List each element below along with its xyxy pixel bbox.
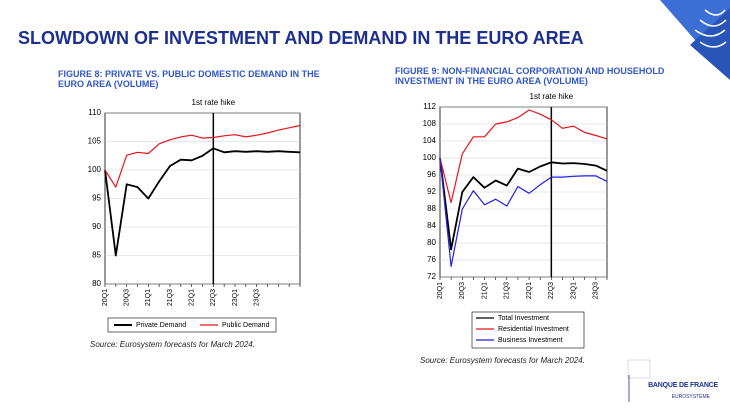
series-line (439, 109, 608, 204)
logo-name: BANQUE DE FRANCE (648, 382, 718, 389)
x-tick-label: 21Q3 (167, 289, 174, 306)
y-tick-label: 85 (92, 251, 101, 260)
x-tick-label: 20Q3 (124, 289, 131, 306)
corner-decoration (660, 0, 730, 80)
legend-label: Business Investment (498, 337, 563, 344)
x-tick-label: 21Q1 (145, 289, 152, 306)
y-tick-label: 76 (427, 255, 436, 264)
x-tick-label: 22Q1 (526, 282, 533, 299)
x-tick-label: 23Q1 (232, 289, 239, 306)
y-tick-label: 110 (88, 108, 101, 117)
x-tick-label: 20Q3 (459, 282, 466, 299)
y-tick-label: 72 (427, 272, 436, 281)
x-tick-label: 22Q1 (189, 289, 196, 306)
y-tick-label: 100 (88, 165, 102, 174)
slide-title: SLOWDOWN OF INVESTMENT AND DEMAND IN THE… (18, 28, 584, 48)
y-tick-label: 84 (427, 221, 436, 230)
y-tick-label: 100 (423, 153, 437, 162)
y-tick-label: 80 (92, 279, 101, 288)
series-line (104, 124, 301, 188)
source-note: Source: Eurosystem forecasts for March 2… (90, 340, 255, 349)
legend-label: Residential Investment (498, 326, 569, 333)
y-tick-label: 88 (427, 204, 436, 213)
y-tick-label: 112 (423, 102, 436, 111)
y-tick-label: 105 (88, 137, 102, 146)
chart-title: FIGURE 9: NON-FINANCIAL CORPORATION AND … (395, 66, 665, 86)
x-tick-label: 21Q1 (481, 282, 488, 299)
annotation-text: 1st rate hike (192, 98, 236, 107)
x-tick-label: 23Q3 (254, 289, 261, 306)
y-tick-label: 96 (427, 170, 436, 179)
y-tick-label: 92 (427, 187, 436, 196)
legend-label: Public Demand (222, 322, 270, 329)
y-tick-label: 80 (427, 238, 436, 247)
series-line (104, 147, 301, 257)
x-tick-label: 20Q1 (437, 282, 444, 299)
legend-label: Total Investment (498, 315, 549, 322)
logo-subtitle: EUROSYSTÈME (671, 394, 710, 400)
x-tick-label: 22Q3 (210, 289, 217, 306)
y-tick-label: 95 (92, 194, 101, 203)
y-tick-label: 90 (92, 222, 101, 231)
series-line (439, 157, 608, 267)
x-tick-label: 21Q3 (504, 282, 511, 299)
y-tick-label: 108 (423, 119, 437, 128)
chart-title: FIGURE 8: PRIVATE VS. PUBLIC DOMESTIC DE… (58, 69, 320, 89)
x-tick-label: 23Q1 (570, 282, 577, 299)
legend-label: Private Demand (136, 322, 186, 329)
y-tick-label: 104 (423, 136, 437, 145)
series-line (439, 157, 608, 251)
x-tick-label: 22Q3 (548, 282, 555, 299)
logo-mark (627, 359, 651, 402)
legend-box (107, 317, 277, 333)
source-note: Source: Eurosystem forecasts for March 2… (420, 356, 585, 365)
x-tick-label: 20Q1 (102, 289, 109, 306)
annotation-text: 1st rate hike (530, 92, 574, 101)
x-tick-label: 23Q3 (593, 282, 600, 299)
